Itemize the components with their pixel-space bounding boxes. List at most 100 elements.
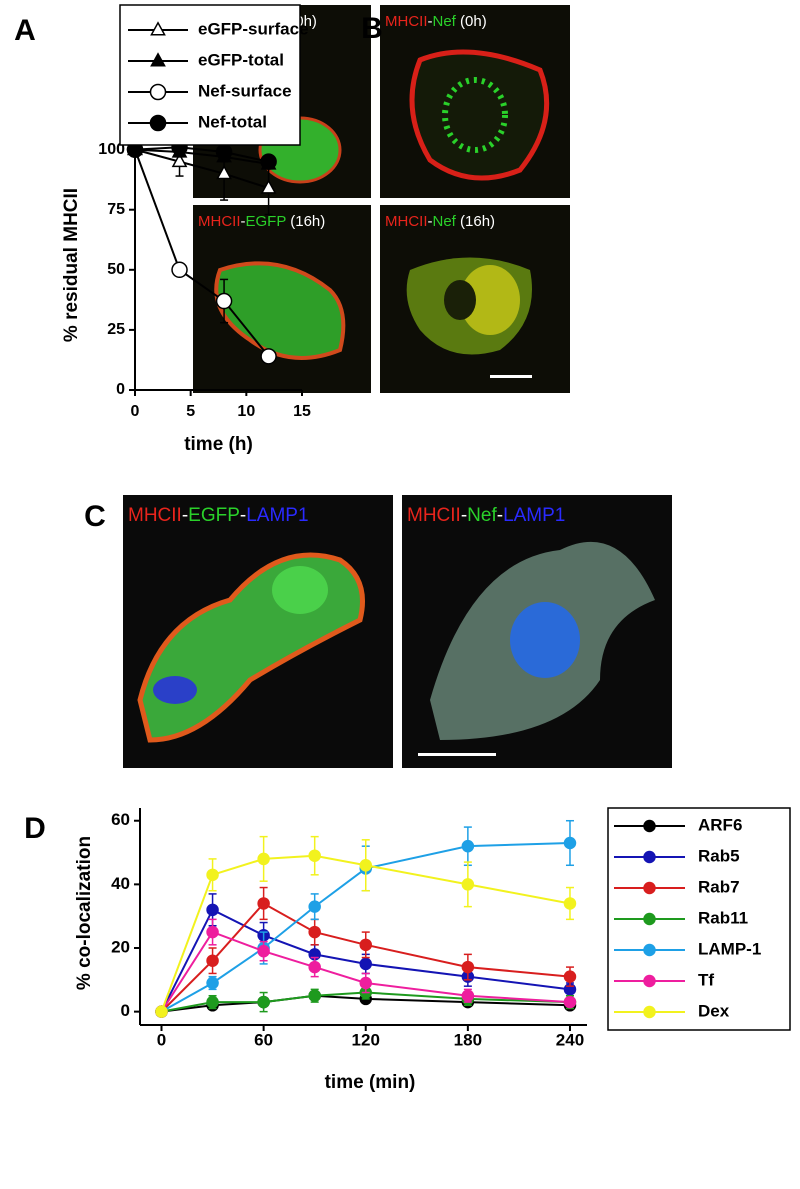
panel-label: D: [24, 812, 46, 845]
label-part: -: [461, 505, 467, 526]
scale-bar: [490, 375, 532, 378]
image-label: MHCII-EGFP-LAMP1: [128, 505, 309, 526]
data-point: [171, 152, 188, 168]
data-point: [257, 944, 270, 958]
legend-marker: [149, 83, 167, 101]
series-line: [134, 148, 269, 190]
legend-label: Nef-total: [198, 112, 267, 131]
data-point: [206, 976, 219, 990]
y-axis-label: % residual MHCII: [61, 188, 82, 342]
x-axis-label: time (min): [325, 1072, 416, 1093]
label-part: EGFP: [246, 213, 287, 230]
data-point: [257, 852, 270, 866]
label-part: -: [497, 505, 503, 526]
data-point: [308, 849, 321, 862]
x-tick-label: 180: [454, 1030, 482, 1049]
data-point: [359, 859, 372, 872]
panel-label: B: [361, 12, 383, 45]
legend-label: Rab7: [698, 877, 740, 896]
label-part: LAMP1: [246, 505, 308, 526]
nucleus: [510, 602, 580, 678]
x-tick-label: 5: [186, 403, 195, 420]
data-point: [215, 292, 233, 310]
x-tick-label: 15: [293, 403, 311, 420]
data-point: [461, 878, 475, 891]
data-point: [359, 957, 372, 971]
data-point: [215, 143, 233, 161]
legend-marker: [643, 819, 656, 833]
legend-label: Rab11: [698, 908, 748, 927]
panel-label: C: [84, 500, 106, 533]
data-point: [206, 925, 219, 939]
legend-marker: [643, 974, 656, 988]
legend-label: eGFP-surface: [198, 19, 309, 38]
label-part: MHCII: [407, 505, 461, 526]
lysosomes: [153, 676, 197, 704]
x-tick-label: 10: [237, 403, 255, 420]
nucleus: [444, 280, 476, 320]
legend-label: ARF6: [698, 815, 742, 834]
series-line: [134, 149, 270, 357]
legend-label: LAMP-1: [698, 939, 761, 958]
x-tick-label: 0: [157, 1030, 166, 1049]
panel-label: A: [14, 14, 36, 47]
cell: [460, 265, 520, 335]
y-tick-label: 75: [107, 201, 125, 218]
data-point: [216, 164, 232, 180]
data-point: [308, 925, 321, 939]
series-line: [134, 146, 269, 163]
label-part: (16h): [456, 213, 495, 230]
label-part: LAMP1: [503, 505, 565, 526]
x-tick-label: 60: [254, 1030, 273, 1049]
data-point: [260, 153, 277, 170]
data-point: [308, 900, 321, 913]
legend-marker: [643, 943, 656, 957]
scale-bar: [418, 753, 496, 756]
legend-marker: [150, 21, 166, 36]
y-tick-label: 20: [111, 937, 130, 956]
legend-label: eGFP-total: [198, 50, 284, 69]
legend-marker: [643, 912, 656, 926]
label-part: Nef: [433, 13, 457, 30]
data-point: [260, 179, 277, 194]
data-point: [563, 897, 577, 910]
legend-marker: [643, 850, 656, 864]
data-point: [206, 903, 219, 917]
y-axis-label: % co-localization: [74, 836, 95, 990]
data-point: [257, 897, 270, 910]
y-tick-label: 25: [107, 321, 125, 338]
y-tick-label: 0: [116, 381, 125, 398]
label-part: Nef: [467, 505, 497, 526]
label-part: (0h): [456, 13, 487, 30]
y-tick-label: 60: [111, 810, 130, 829]
label-part: Nef: [433, 213, 457, 230]
series-line: [134, 148, 269, 166]
data-point: [308, 989, 321, 1002]
y-tick-label: 40: [111, 874, 130, 893]
legend-label: Tf: [698, 970, 714, 989]
image-label: MHCII-Nef (0h): [385, 13, 487, 30]
label-part: -: [240, 505, 246, 526]
label-part: MHCII: [198, 213, 241, 230]
label-part: EGFP: [188, 505, 240, 526]
data-point: [461, 839, 475, 853]
data-point: [359, 938, 372, 952]
legend-marker: [150, 52, 166, 67]
legend-marker: [643, 1005, 656, 1019]
label-part: -: [241, 213, 246, 230]
label-part: MHCII: [385, 213, 428, 230]
image-label: MHCII-Nef-LAMP1: [407, 505, 565, 526]
data-point: [308, 960, 321, 974]
y-tick-label: 50: [107, 261, 125, 278]
data-point: [155, 1005, 168, 1018]
label-part: MHCII: [385, 13, 428, 30]
label-part: MHCII: [128, 505, 182, 526]
label-part: -: [428, 213, 433, 230]
cell: [442, 77, 508, 153]
x-tick-label: 240: [556, 1030, 584, 1049]
data-point: [461, 989, 475, 1002]
data-point: [257, 995, 270, 1009]
y-tick-label: 100: [98, 141, 125, 158]
cell: [409, 49, 550, 181]
data-point: [359, 976, 372, 990]
